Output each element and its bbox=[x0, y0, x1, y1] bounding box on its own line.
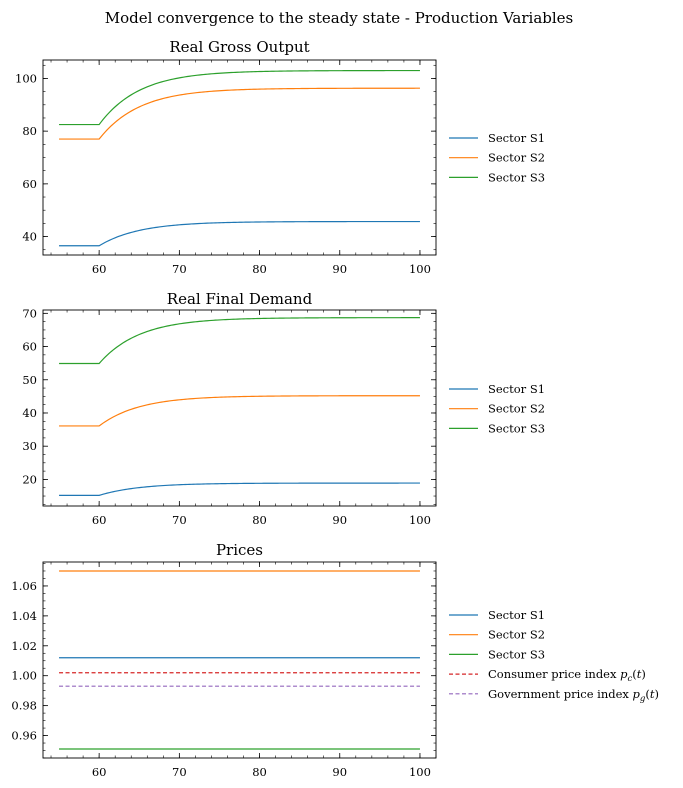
y-tick-label: 40 bbox=[22, 230, 37, 244]
legend-label: Sector S1 bbox=[488, 608, 545, 622]
legend-label-name: Sector S1 bbox=[488, 382, 545, 396]
legend-label-name: Sector S2 bbox=[488, 402, 545, 416]
y-tick-label: 40 bbox=[22, 406, 37, 420]
legend-label-math: p bbox=[616, 667, 628, 681]
legend-label-name: Sector S3 bbox=[488, 647, 545, 661]
legend-label: Sector S2 bbox=[488, 628, 545, 642]
x-tick-label: 100 bbox=[409, 765, 431, 779]
y-tick-label: 100 bbox=[15, 71, 37, 85]
legend: Sector S1 Sector S2 Sector S3 bbox=[449, 131, 545, 184]
legend-label-argument: (t) bbox=[632, 667, 646, 681]
legend-label: Sector S2 bbox=[488, 402, 545, 416]
legend-label-subscript: g bbox=[640, 694, 646, 704]
y-tick-label: 30 bbox=[22, 439, 37, 453]
chart-title: Real Gross Output bbox=[169, 38, 309, 56]
series-line-sector-s3 bbox=[59, 69, 420, 126]
y-tick-label: 60 bbox=[22, 177, 37, 191]
x-tick-label: 60 bbox=[92, 513, 107, 527]
legend-label: Consumer price index pc(t) bbox=[488, 667, 646, 684]
chart-panel-3: Prices 60 70 80 90 100 0.96 0.98 1.00 1.02 1.04 1.0… bbox=[11, 541, 659, 779]
x-tick-label: 70 bbox=[172, 765, 187, 779]
x-tick-label: 100 bbox=[409, 513, 431, 527]
y-tick-label: 0.96 bbox=[11, 729, 37, 743]
legend-label-name: Sector S2 bbox=[488, 628, 545, 642]
legend-label-name: Sector S1 bbox=[488, 608, 545, 622]
legend-label: Government price index pg(t) bbox=[488, 687, 659, 704]
legend-label-variable: t bbox=[637, 667, 642, 681]
plot-frame bbox=[42, 309, 437, 507]
series-line-sector-s2 bbox=[59, 395, 420, 427]
panels: Real Gross Output 60 70 80 90 100 40 60 80 100 Sec… bbox=[11, 38, 659, 779]
chart-panel-1: Real Gross Output 60 70 80 90 100 40 60 80 100 Sec… bbox=[15, 38, 545, 276]
y-tick-label: 70 bbox=[22, 306, 37, 320]
y-tick-label: 60 bbox=[22, 340, 37, 354]
figure-suptitle: Model convergence to the steady state - … bbox=[105, 9, 574, 27]
x-tick-label: 90 bbox=[332, 765, 347, 779]
x-tick-label: 90 bbox=[332, 513, 347, 527]
legend-label-name: Consumer price index bbox=[488, 667, 617, 681]
legend-label: Sector S3 bbox=[488, 421, 545, 435]
x-tick-label: 80 bbox=[252, 765, 267, 779]
legend-label: Sector S3 bbox=[488, 170, 545, 184]
chart-title: Prices bbox=[216, 541, 263, 559]
x-tick-label: 90 bbox=[332, 262, 347, 276]
series-line-sector-s1 bbox=[59, 220, 420, 247]
y-tick-label: 80 bbox=[22, 124, 37, 138]
legend-label-name: Sector S3 bbox=[488, 170, 545, 184]
legend-label-name: Sector S1 bbox=[488, 131, 545, 145]
legend-label-name: Sector S3 bbox=[488, 421, 545, 435]
x-tick-label: 60 bbox=[92, 262, 107, 276]
x-tick-label: 80 bbox=[252, 513, 267, 527]
legend-label: Sector S2 bbox=[488, 151, 545, 165]
legend-label: Sector S3 bbox=[488, 647, 545, 661]
x-tick-label: 70 bbox=[172, 262, 187, 276]
y-tick-label: 1.04 bbox=[11, 609, 37, 623]
legend: Sector S1 Sector S2 Sector S3 Consumer pric… bbox=[449, 608, 659, 704]
x-tick-label: 70 bbox=[172, 513, 187, 527]
legend-label: Sector S1 bbox=[488, 382, 545, 396]
series-line-sector-s3 bbox=[59, 317, 420, 365]
y-tick-label: 1.00 bbox=[11, 669, 37, 683]
chart-title: Real Final Demand bbox=[167, 290, 313, 308]
legend-label: Sector S1 bbox=[488, 131, 545, 145]
legend-label-variable: t bbox=[650, 687, 655, 701]
y-tick-label: 0.98 bbox=[11, 699, 37, 713]
legend-label-argument: (t) bbox=[645, 687, 659, 701]
chart-panel-2: Real Final Demand 60 70 80 90 100 20 30 40 50 60 70… bbox=[22, 290, 545, 527]
legend-label-name: Government price index bbox=[488, 687, 629, 701]
x-tick-label: 80 bbox=[252, 262, 267, 276]
legend-label-subscript: c bbox=[628, 674, 633, 684]
x-tick-label: 100 bbox=[409, 262, 431, 276]
legend-label-math: p bbox=[629, 687, 641, 701]
plot-frame bbox=[42, 561, 437, 759]
y-tick-label: 1.06 bbox=[11, 579, 37, 593]
series-line-sector-s1 bbox=[59, 482, 420, 496]
y-tick-label: 1.02 bbox=[11, 639, 37, 653]
y-tick-label: 50 bbox=[22, 373, 37, 387]
legend: Sector S1 Sector S2 Sector S3 bbox=[449, 382, 545, 435]
x-tick-label: 60 bbox=[92, 765, 107, 779]
legend-label-name: Sector S2 bbox=[488, 151, 545, 165]
y-tick-label: 20 bbox=[22, 472, 37, 486]
series-line-sector-s2 bbox=[59, 87, 420, 140]
